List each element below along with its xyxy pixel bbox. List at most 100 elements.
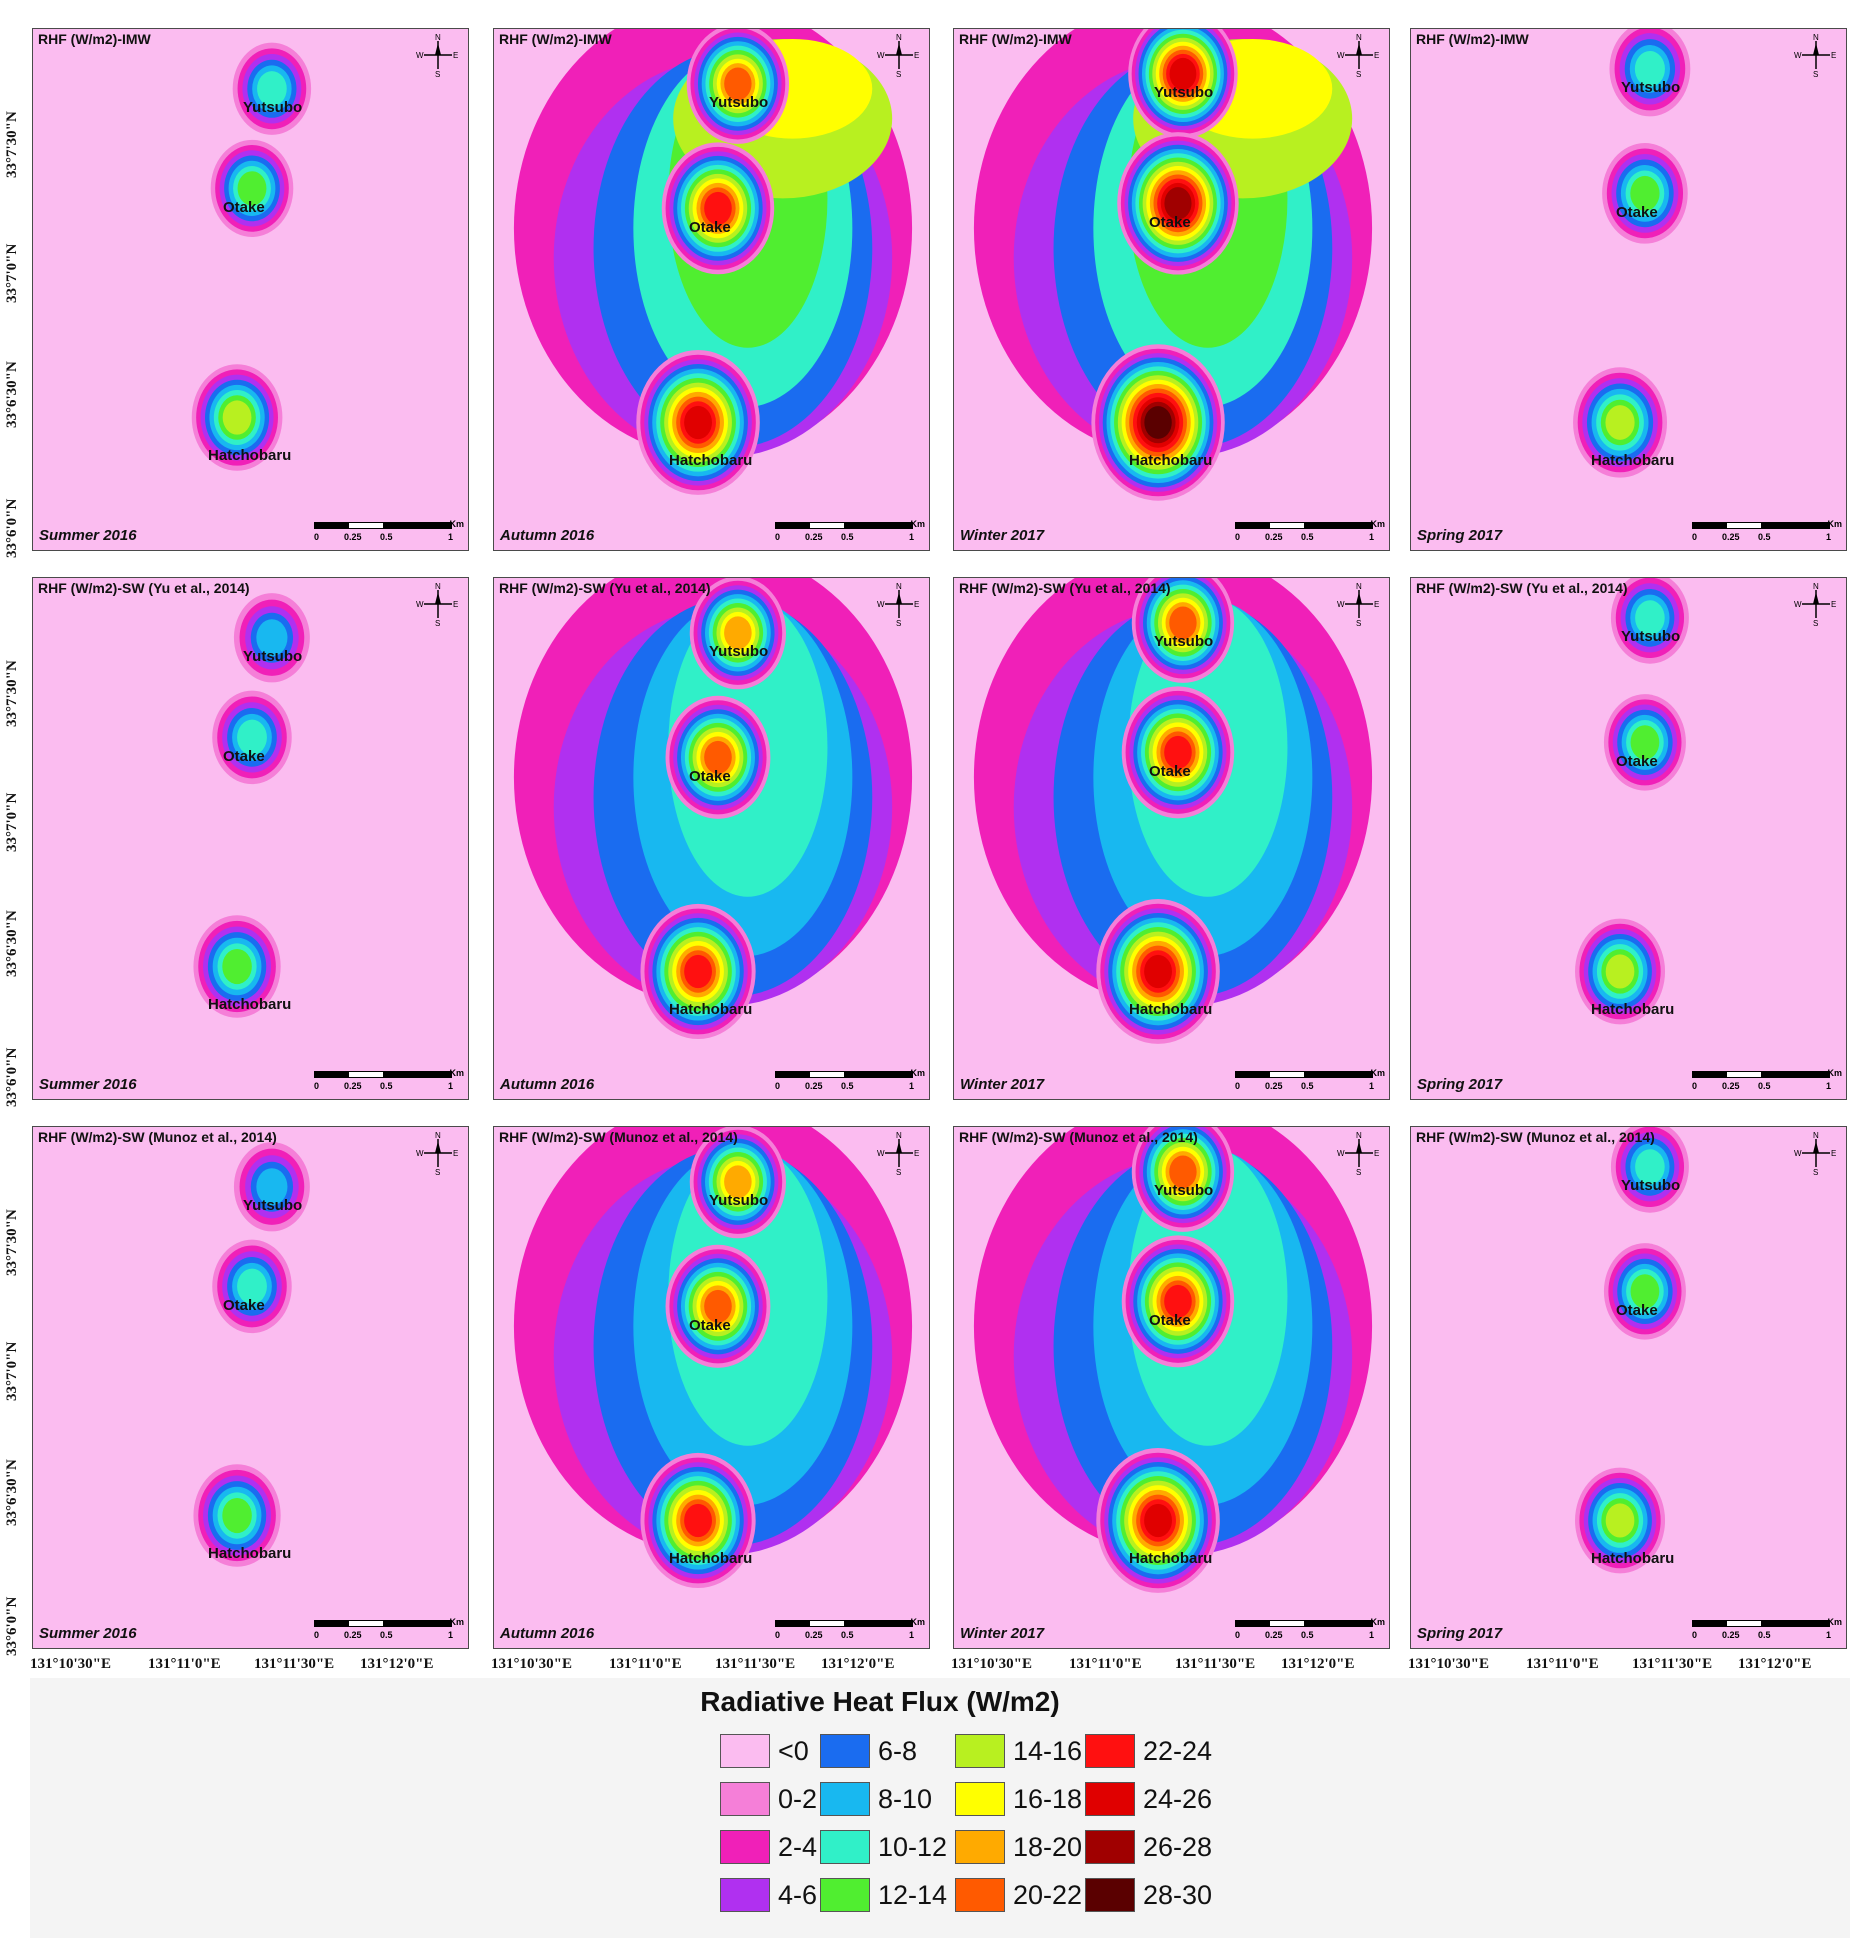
location-label-hatchobaru: Hatchobaru (208, 447, 292, 464)
scale-bar: Km 0 0.25 0.5 1 (1235, 1068, 1385, 1091)
svg-text:S: S (1356, 1168, 1361, 1175)
latitude-label: 33°7'0"N (4, 792, 20, 852)
latitude-label: 33°6'0"N (4, 498, 20, 558)
latitude-label: 33°7'30"N (4, 111, 20, 178)
map-panel: RHF (W/m2)-SW (Yu et al., 2014) Spring 20… (1410, 577, 1847, 1100)
svg-text:N: N (896, 1131, 902, 1140)
heat-flux-raster (193, 593, 310, 1018)
legend-swatch (955, 1782, 1005, 1816)
latitude-label: 33°6'30"N (4, 1459, 20, 1526)
location-label-hatchobaru: Hatchobaru (669, 452, 753, 469)
panel-title: RHF (W/m2)-SW (Yu et al., 2014) (499, 580, 711, 596)
north-arrow-icon: N S W E (877, 1131, 919, 1175)
scale-bar: Km 0 0.25 0.5 1 (775, 519, 925, 542)
scale-bar: Km 0 0.25 0.5 1 (1692, 519, 1842, 542)
legend-background (30, 1678, 1850, 1938)
svg-text:E: E (914, 1149, 919, 1158)
heat-flux-raster (191, 42, 312, 471)
svg-text:S: S (435, 619, 440, 626)
svg-text:S: S (435, 1168, 440, 1175)
scale-bar: Km 0 0.25 0.5 1 (1692, 1068, 1842, 1091)
svg-text:E: E (453, 51, 458, 60)
panel-title: RHF (W/m2)-SW (Yu et al., 2014) (1416, 580, 1628, 596)
season-label: Summer 2016 (39, 1625, 137, 1642)
svg-text:N: N (896, 582, 902, 591)
north-arrow-icon: N S W E (1794, 33, 1836, 77)
legend-item: 26-28 (1085, 1828, 1212, 1866)
svg-text:N: N (1356, 1131, 1362, 1140)
season-label: Autumn 2016 (500, 1076, 595, 1093)
north-arrow-icon: N S W E (877, 582, 919, 626)
latitude-label: 33°6'0"N (4, 1596, 20, 1656)
scale-bar: Km 0 0.25 0.5 1 (314, 519, 464, 542)
location-label-otake: Otake (689, 768, 731, 785)
legend-swatch (820, 1782, 870, 1816)
legend-item: 16-18 (955, 1780, 1082, 1818)
legend-swatch (955, 1878, 1005, 1912)
scale-bar: Km 0 0.25 0.5 1 (775, 1617, 925, 1640)
heat-flux-raster (973, 29, 1373, 501)
svg-text:E: E (1831, 600, 1836, 609)
location-label-hatchobaru: Hatchobaru (1591, 1550, 1675, 1567)
svg-text:E: E (453, 1149, 458, 1158)
longitude-label: 131°11'0"E (609, 1656, 682, 1672)
season-label: Summer 2016 (39, 527, 137, 544)
legend-item: 0-2 (720, 1780, 817, 1818)
map-panel: RHF (W/m2)-SW (Munoz et al., 2014) Summer… (32, 1126, 469, 1649)
legend-swatch (820, 1734, 870, 1768)
legend-label: 18-20 (1013, 1831, 1083, 1862)
longitude-label: 131°11'0"E (148, 1656, 221, 1672)
legend-item: 2-4 (720, 1828, 817, 1866)
legend-label: 26-28 (1143, 1831, 1213, 1862)
north-arrow-icon: N S W E (1337, 1131, 1379, 1175)
location-label-yutsubo: Yutsubo (1621, 628, 1681, 645)
legend-swatch (1085, 1782, 1135, 1816)
map-panel: RHF (W/m2)-SW (Yu et al., 2014) Summer 20… (32, 577, 469, 1100)
season-label: Autumn 2016 (500, 1625, 595, 1642)
legend-label: 12-14 (878, 1879, 948, 1910)
legend-label: <0 (778, 1735, 809, 1766)
latitude-label: 33°7'30"N (4, 660, 20, 727)
panel-title: RHF (W/m2)-SW (Munoz et al., 2014) (38, 1129, 277, 1145)
map-panel: RHF (W/m2)-SW (Yu et al., 2014) Autumn 20… (493, 577, 930, 1100)
location-label-otake: Otake (223, 748, 265, 765)
svg-text:S: S (1356, 619, 1361, 626)
latitude-label: 33°7'30"N (4, 1209, 20, 1276)
longitude-label: 131°12'0"E (360, 1656, 434, 1672)
longitude-label: 131°11'30"E (254, 1656, 335, 1672)
legend-item: 20-22 (955, 1876, 1082, 1914)
longitude-label: 131°10'30"E (30, 1656, 111, 1672)
scale-bar: Km 0 0.25 0.5 1 (314, 1617, 464, 1640)
panel-title: RHF (W/m2)-SW (Yu et al., 2014) (959, 580, 1171, 596)
legend-label: 10-12 (878, 1831, 948, 1862)
legend-label: 2-4 (778, 1831, 818, 1862)
svg-text:N: N (435, 33, 441, 42)
scale-bar: Km 0 0.25 0.5 1 (1235, 1617, 1385, 1640)
north-arrow-icon: N S W E (416, 33, 458, 77)
map-panel: RHF (W/m2)-SW (Munoz et al., 2014) Autumn… (493, 1126, 930, 1649)
svg-text:W: W (416, 1149, 424, 1158)
legend-swatch (720, 1782, 770, 1816)
location-label-yutsubo: Yutsubo (243, 648, 303, 665)
map-panel: RHF (W/m2)-IMW Autumn 2016 Yutsubo Otake Hat… (493, 28, 930, 551)
legend-item: 12-14 (820, 1876, 947, 1914)
longitude-label: 131°11'30"E (1175, 1656, 1256, 1672)
location-label-hatchobaru: Hatchobaru (669, 1550, 753, 1567)
panel-title: RHF (W/m2)-IMW (959, 31, 1072, 47)
scale-bar: Km 0 0.25 0.5 1 (314, 1068, 464, 1091)
location-label-hatchobaru: Hatchobaru (1129, 452, 1213, 469)
legend-swatch (720, 1878, 770, 1912)
legend-item: 10-12 (820, 1828, 947, 1866)
season-label: Spring 2017 (1417, 1076, 1503, 1093)
legend-swatch (820, 1878, 870, 1912)
longitude-label: 131°12'0"E (821, 1656, 895, 1672)
svg-text:W: W (1337, 1149, 1345, 1158)
panel-title: RHF (W/m2)-SW (Munoz et al., 2014) (499, 1129, 738, 1145)
north-arrow-icon: N S W E (1794, 582, 1836, 626)
location-label-yutsubo: Yutsubo (1154, 633, 1214, 650)
north-arrow-icon: N S W E (1794, 1131, 1836, 1175)
legend-swatch (1085, 1878, 1135, 1912)
legend: <0 0-2 2-4 4-6 6-8 8-10 10-12 12-14 14-16 16-18 18… (720, 1732, 1240, 1922)
legend-swatch (955, 1830, 1005, 1864)
season-label: Winter 2017 (960, 527, 1045, 544)
